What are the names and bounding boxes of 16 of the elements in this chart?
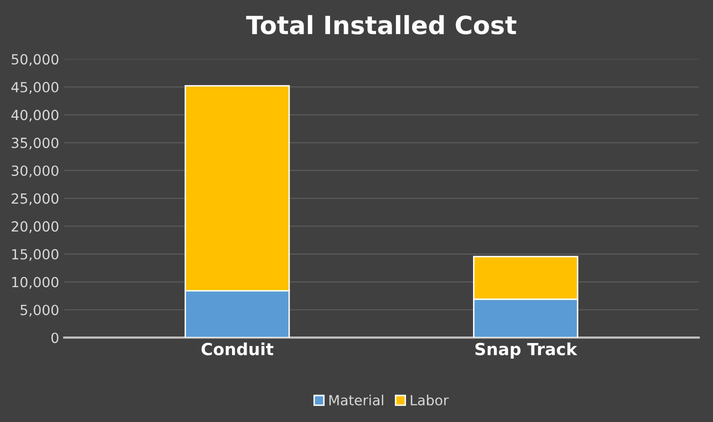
y-tick-label: 50,000 bbox=[12, 54, 58, 66]
y-tick-label: 20,000 bbox=[12, 221, 58, 234]
y-tick-label: 35,000 bbox=[12, 138, 58, 150]
y-tick-label: 5,000 bbox=[20, 304, 58, 317]
chart-title: Total Installed Cost bbox=[246, 15, 516, 34]
y-tick-label: 25,000 bbox=[12, 193, 58, 206]
legend-label: Material bbox=[329, 394, 384, 406]
y-tick-label: 0 bbox=[51, 332, 58, 344]
x-tick-label: Snap Track bbox=[475, 342, 578, 359]
y-tick-label: 30,000 bbox=[12, 165, 58, 178]
y-tick-label: 15,000 bbox=[12, 249, 58, 261]
y-tick-label: 10,000 bbox=[12, 276, 58, 289]
x-tick-label: Conduit bbox=[202, 342, 274, 356]
y-tick-label: 40,000 bbox=[11, 110, 58, 122]
y-tick-label: 45,000 bbox=[11, 82, 58, 94]
legend-label: Labor bbox=[410, 394, 449, 406]
